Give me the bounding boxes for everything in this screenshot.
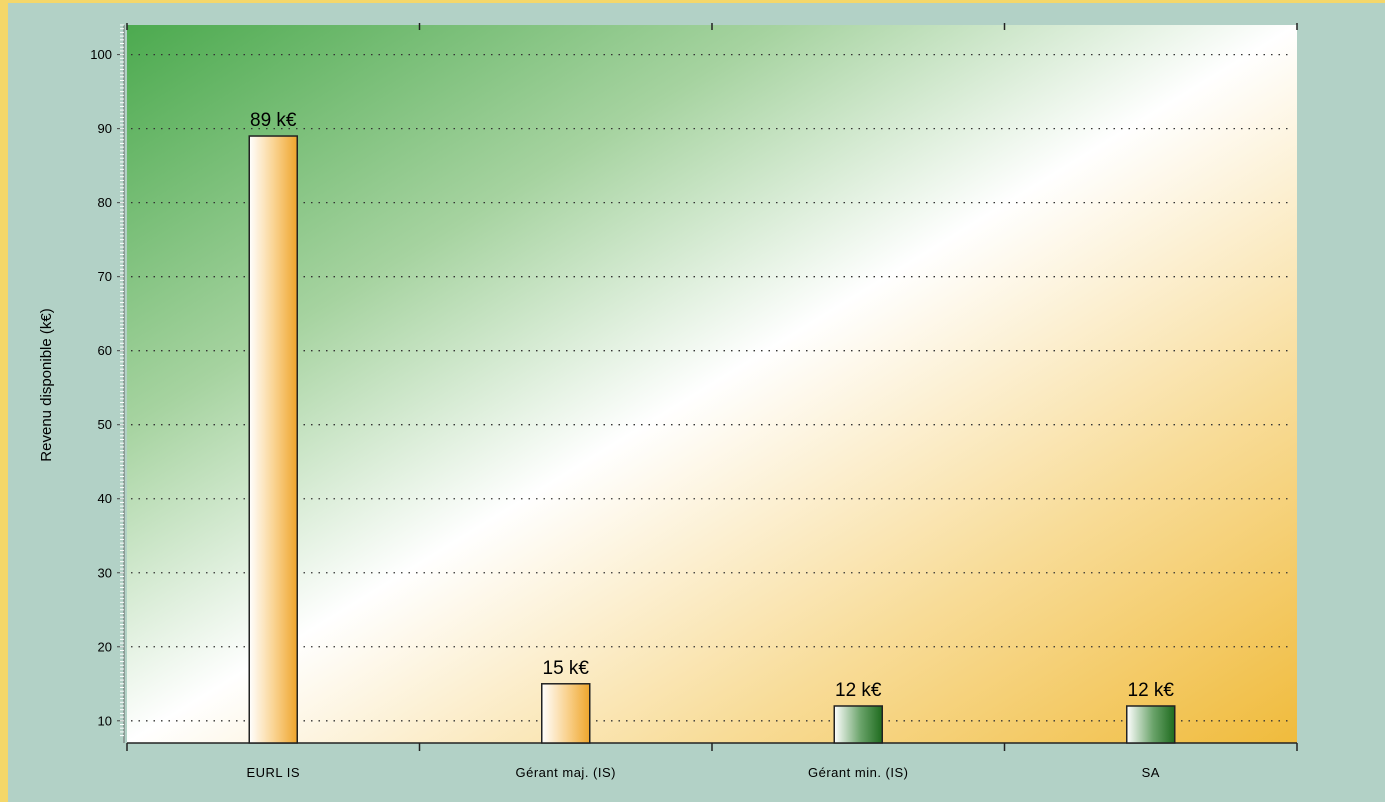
y-tick-label: 20 — [98, 639, 112, 654]
bar — [248, 135, 298, 744]
y-tick-label: 40 — [98, 491, 112, 506]
bar-value-label: 89 k€ — [250, 110, 297, 131]
bars — [248, 135, 1176, 744]
left-accent-strip — [0, 0, 8, 802]
top-accent-strip — [0, 0, 1385, 3]
y-tick-label: 80 — [98, 195, 112, 210]
bar-value-label: 12 k€ — [1128, 680, 1175, 701]
x-category-label: Gérant maj. (IS) — [516, 765, 616, 780]
bar — [541, 683, 591, 744]
x-axis: EURL IS Gérant maj. (IS) Gérant min. (IS) S… — [126, 23, 1298, 780]
y-tick-label: 60 — [98, 343, 112, 358]
bar — [1126, 705, 1176, 744]
x-category-label: SA — [1142, 765, 1160, 780]
x-category-label: EURL IS — [246, 765, 300, 780]
y-tick-label: 50 — [98, 417, 112, 432]
y-tick-label: 10 — [98, 713, 112, 728]
y-tick-label: 70 — [98, 269, 112, 284]
x-category-label: Gérant min. (IS) — [808, 765, 908, 780]
bar-value-label: 15 k€ — [543, 658, 590, 679]
y-tick-label: 90 — [98, 121, 112, 136]
bar-value-label: 12 k€ — [835, 680, 882, 701]
y-axis: 10 20 30 40 50 60 70 80 90 100 — [90, 24, 125, 743]
y-tick-label: 100 — [90, 47, 112, 62]
bar — [833, 705, 883, 744]
plot-area-background — [127, 25, 1297, 743]
value-labels: 89 k€ 15 k€ 12 k€ 12 k€ — [250, 110, 1174, 701]
y-tick-label: 30 — [98, 565, 112, 580]
y-axis-title: Revenu disponible (k€) — [38, 308, 55, 461]
gridlines — [131, 53, 1289, 722]
